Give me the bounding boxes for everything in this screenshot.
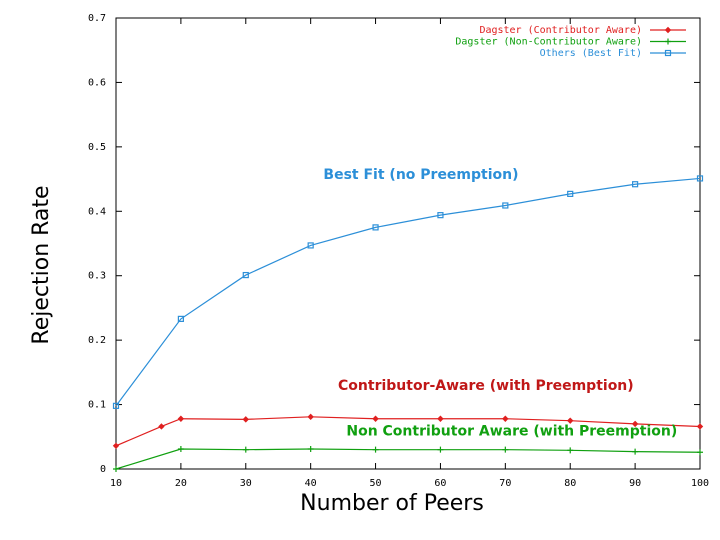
data-point xyxy=(307,446,314,453)
data-point xyxy=(242,446,249,453)
data-point xyxy=(437,446,444,453)
annotation-label: Best Fit (no Preemption) xyxy=(323,167,518,183)
legend-label: Dagster (Non-Contributor Aware) xyxy=(455,37,642,48)
data-point xyxy=(696,175,704,182)
series-line xyxy=(115,448,701,470)
series-group xyxy=(112,175,704,472)
data-point xyxy=(177,315,184,322)
x-tick-label: 100 xyxy=(691,478,709,489)
y-tick-label: 0.1 xyxy=(88,400,106,411)
y-tick-label: 0.2 xyxy=(88,335,106,346)
annotation-label: Contributor-Aware (with Preemption) xyxy=(338,378,634,394)
data-point xyxy=(112,402,120,409)
x-tick-label: 10 xyxy=(110,478,122,489)
y-tick-label: 0.5 xyxy=(88,142,106,153)
data-point xyxy=(177,415,185,422)
plot-frame xyxy=(115,17,701,470)
series-2 xyxy=(112,175,704,409)
data-point xyxy=(113,466,119,472)
data-point xyxy=(437,212,444,219)
x-tick-label: 70 xyxy=(499,478,511,489)
legend-label: Others (Best Fit) xyxy=(540,48,642,59)
data-point xyxy=(632,181,639,188)
x-tick-label: 60 xyxy=(434,478,446,489)
series-1 xyxy=(113,446,703,472)
data-point xyxy=(502,202,509,209)
y-tick-label: 0.4 xyxy=(88,206,106,217)
x-axis-ticks: 10 20 30 40 50 60 70 80 90 100 xyxy=(110,18,709,489)
data-point xyxy=(372,415,379,422)
x-tick-label: 80 xyxy=(564,478,576,489)
data-point xyxy=(567,447,574,454)
data-point xyxy=(372,224,379,231)
data-point xyxy=(567,417,574,424)
y-axis-label: Rejection Rate xyxy=(29,185,54,344)
y-tick-label: 0.6 xyxy=(88,77,106,88)
data-point xyxy=(665,38,671,45)
data-point xyxy=(664,26,672,34)
data-point xyxy=(664,49,672,57)
x-tick-label: 20 xyxy=(175,478,187,489)
data-point xyxy=(437,415,444,422)
data-point xyxy=(372,446,379,453)
data-point xyxy=(307,413,314,421)
data-point xyxy=(242,416,249,423)
x-axis-label: Number of Peers xyxy=(300,491,484,516)
data-point xyxy=(632,448,639,455)
data-point xyxy=(567,190,574,197)
y-tick-label: 0.7 xyxy=(88,13,106,24)
data-point xyxy=(112,442,120,450)
x-tick-label: 40 xyxy=(305,478,317,489)
data-point xyxy=(697,449,703,456)
series-0 xyxy=(112,413,704,450)
data-point xyxy=(242,271,249,279)
annotation-label: Non Contributor Aware (with Preemption) xyxy=(346,423,677,439)
data-point xyxy=(158,423,165,430)
data-point xyxy=(696,423,704,430)
y-tick-label: 0.3 xyxy=(88,271,106,282)
data-point xyxy=(177,446,184,453)
data-point xyxy=(307,242,314,249)
legend-label: Dagster (Contributor Aware) xyxy=(479,25,642,36)
legend: Dagster (Contributor Aware)Dagster (Non-… xyxy=(455,25,686,59)
data-point xyxy=(502,446,509,453)
data-point xyxy=(631,420,639,428)
annotations: Best Fit (no Preemption) Contributor-Awar… xyxy=(323,167,677,439)
data-point xyxy=(502,415,509,422)
y-axis-ticks: 0 0.1 0.2 0.3 0.4 0.5 0.6 0.7 xyxy=(88,13,700,475)
series-line xyxy=(115,177,701,407)
x-tick-label: 90 xyxy=(629,478,641,489)
y-tick-label: 0 xyxy=(100,464,106,475)
x-tick-label: 50 xyxy=(370,478,382,489)
x-tick-label: 30 xyxy=(240,478,252,489)
